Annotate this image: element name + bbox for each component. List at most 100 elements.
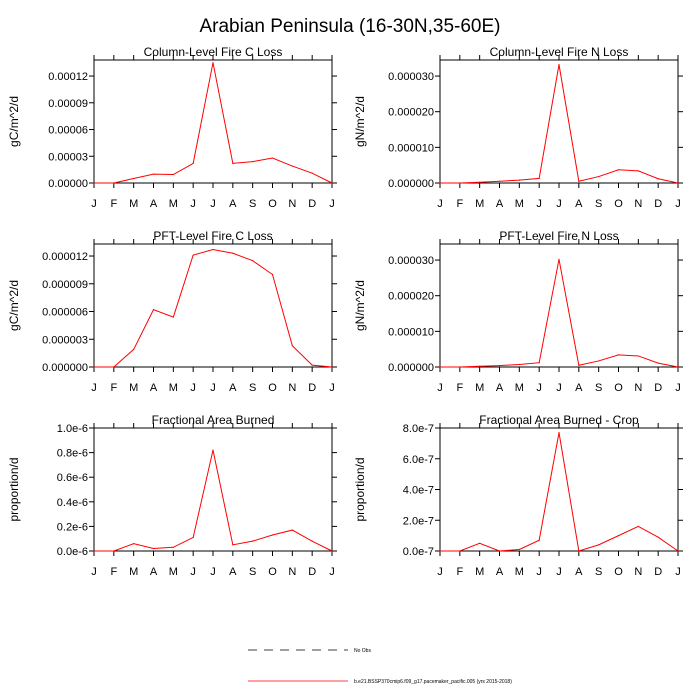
x-tick-label: J: [190, 566, 196, 578]
x-tick-label: A: [229, 198, 237, 210]
y-tick-label: 0.000010: [388, 142, 434, 154]
x-tick-label: F: [456, 566, 463, 578]
x-tick-label: J: [536, 198, 542, 210]
data-point: [459, 366, 461, 368]
data-point: [252, 260, 254, 262]
data-point: [617, 354, 620, 356]
x-tick-label: J: [536, 566, 542, 578]
data-point: [578, 364, 580, 366]
x-tick-label: J: [556, 566, 562, 578]
data-point: [518, 548, 520, 551]
data-point: [212, 248, 214, 251]
x-tick-label: S: [249, 198, 256, 210]
y-tick-label: 0.00000: [48, 178, 88, 190]
data-point: [232, 162, 234, 164]
x-tick-label: A: [150, 382, 158, 394]
data-point: [192, 254, 194, 256]
legend-model-label: b.e21.BSSP370cmip6.f09_g17.pacemaker_pac…: [354, 679, 512, 685]
x-tick-label: S: [249, 382, 256, 394]
y-tick-label: 4.0e-7: [403, 485, 434, 497]
x-tick-label: D: [308, 198, 316, 210]
x-tick-label: A: [575, 566, 583, 578]
data-point: [331, 182, 333, 184]
panel-title: PFT-Level Fire N Loss: [499, 229, 618, 243]
x-tick-label: M: [129, 566, 138, 578]
x-tick-label: O: [268, 198, 277, 210]
y-tick-label: 0.0e-7: [403, 546, 434, 558]
data-point: [93, 182, 95, 184]
data-point: [617, 169, 620, 171]
data-point: [113, 182, 115, 184]
plot-frame: [439, 243, 679, 368]
x-tick-label: M: [169, 566, 178, 578]
x-tick-label: J: [210, 566, 216, 578]
x-tick-label: S: [249, 566, 256, 578]
x-tick-label: A: [496, 198, 504, 210]
data-point: [152, 173, 155, 175]
x-tick-label: O: [614, 198, 623, 210]
data-point: [637, 525, 639, 528]
data-point: [498, 180, 501, 182]
x-tick-label: A: [496, 382, 504, 394]
x-tick-label: J: [437, 198, 443, 210]
x-tick-label: M: [169, 198, 178, 210]
series-line: [94, 249, 333, 368]
y-tick-label: 0.000030: [388, 255, 434, 267]
data-point: [538, 177, 540, 179]
x-tick-label: F: [456, 382, 463, 394]
panel-title: PFT-Level Fire C Loss: [153, 229, 272, 243]
data-point: [252, 540, 254, 542]
data-point: [657, 536, 659, 538]
x-tick-label: O: [268, 566, 277, 578]
data-point: [598, 544, 600, 546]
x-tick-label: F: [110, 382, 117, 394]
x-tick-label: J: [329, 198, 335, 210]
data-point: [192, 162, 194, 164]
data-point: [677, 550, 679, 552]
x-tick-label: N: [288, 566, 296, 578]
y-tick-label: 0.000010: [388, 326, 434, 338]
y-tick-label: 0.2e-6: [57, 521, 88, 533]
x-tick-label: M: [515, 198, 524, 210]
data-point: [152, 547, 155, 550]
x-tick-label: J: [675, 566, 681, 578]
data-point: [232, 544, 234, 546]
data-point: [311, 172, 313, 174]
x-tick-label: N: [634, 566, 642, 578]
x-tick-label: M: [169, 382, 178, 394]
y-tick-label: 0.00006: [48, 125, 88, 137]
x-tick-label: A: [229, 382, 237, 394]
plot-frame: [93, 59, 333, 184]
x-tick-label: A: [150, 566, 158, 578]
data-point: [172, 173, 174, 176]
data-point: [113, 366, 115, 368]
x-tick-label: D: [654, 566, 662, 578]
x-tick-label: N: [634, 382, 642, 394]
data-point: [538, 539, 540, 541]
x-tick-label: A: [575, 198, 583, 210]
y-tick-label: 0.00012: [48, 71, 88, 83]
y-axis-label: gC/m^2/d: [7, 96, 21, 147]
data-point: [578, 550, 580, 552]
x-tick-label: N: [288, 382, 296, 394]
data-point: [331, 550, 333, 552]
x-tick-label: J: [190, 198, 196, 210]
x-tick-label: M: [515, 566, 524, 578]
plot-frame: [439, 59, 679, 184]
data-point: [152, 309, 155, 311]
data-point: [479, 181, 481, 183]
data-point: [291, 345, 293, 347]
x-tick-label: A: [575, 382, 583, 394]
y-tick-label: 0.00003: [48, 151, 88, 163]
x-tick-label: M: [475, 566, 484, 578]
panel-title: Column-Level Fire N Loss: [490, 45, 629, 59]
y-tick-label: 0.6e-6: [57, 472, 88, 484]
x-tick-label: F: [110, 198, 117, 210]
y-axis-label: gN/m^2/d: [353, 280, 367, 331]
data-point: [657, 178, 659, 180]
